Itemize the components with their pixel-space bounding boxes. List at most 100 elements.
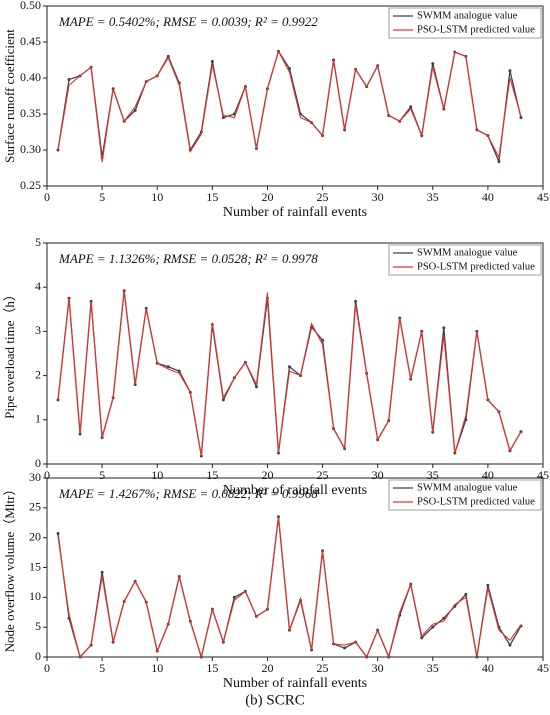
y-tick-label: 0 bbox=[35, 649, 41, 663]
y-tick-label: 2 bbox=[35, 367, 41, 381]
y-tick-label: 0.25 bbox=[20, 178, 41, 192]
legend-label: PSO-LSTM predicted value bbox=[417, 24, 535, 35]
x-tick-label: 40 bbox=[482, 661, 494, 675]
x-tick-label: 45 bbox=[537, 661, 549, 675]
y-tick-label: 1 bbox=[35, 412, 41, 426]
x-tick-label: 30 bbox=[372, 190, 384, 204]
series-line bbox=[57, 516, 522, 660]
legend-label: SWMM analogue value bbox=[417, 10, 518, 21]
x-tick-label: 15 bbox=[206, 661, 218, 675]
plot-frame bbox=[46, 5, 544, 187]
x-tick-label: 0 bbox=[44, 468, 50, 482]
y-tick-label: 4 bbox=[35, 279, 41, 293]
x-tick-label: 10 bbox=[151, 661, 163, 675]
x-tick-label: 35 bbox=[427, 190, 439, 204]
data-point bbox=[254, 385, 258, 389]
y-tick-label: 25 bbox=[29, 500, 41, 514]
x-tick-label: 30 bbox=[372, 468, 384, 482]
data-point bbox=[354, 299, 358, 303]
data-point bbox=[431, 62, 435, 66]
y-axis-label: Pipe overload time（h） bbox=[2, 288, 17, 419]
y-tick-label: 0.35 bbox=[20, 106, 41, 120]
data-point bbox=[464, 592, 468, 596]
annotation: MAPE = 1.4267%; RMSE = 0.0822; R² = 0.99… bbox=[58, 486, 318, 501]
data-point bbox=[508, 643, 512, 647]
legend-label: PSO-LSTM predicted value bbox=[417, 496, 535, 507]
y-tick-label: 5 bbox=[35, 619, 41, 633]
annotation: MAPE = 1.1326%; RMSE = 0.0528; R² = 0.99… bbox=[58, 251, 318, 266]
y-tick-label: 0.30 bbox=[20, 142, 41, 156]
data-point bbox=[133, 108, 137, 112]
x-axis-label: Number of rainfall events bbox=[223, 676, 367, 691]
x-tick-label: 25 bbox=[317, 190, 329, 204]
data-point bbox=[343, 646, 347, 650]
legend-box bbox=[388, 7, 542, 39]
x-tick-label: 30 bbox=[372, 661, 384, 675]
x-axis-label: Number of rainfall events bbox=[223, 483, 367, 498]
legend-label: SWMM analogue value bbox=[417, 482, 518, 493]
y-tick-label: 5 bbox=[35, 235, 41, 249]
y-tick-label: 0.50 bbox=[20, 0, 41, 12]
y-tick-label: 15 bbox=[29, 559, 41, 573]
x-tick-label: 10 bbox=[151, 190, 163, 204]
series-line bbox=[57, 49, 522, 163]
legend-label: SWMM analogue value bbox=[417, 247, 518, 258]
y-axis-label: Node overflow volume（Mltr） bbox=[2, 483, 17, 653]
y-tick-label: 0.40 bbox=[20, 70, 41, 84]
annotation: MAPE = 0.5402%; RMSE = 0.0039; R² = 0.99… bbox=[58, 14, 318, 29]
x-tick-label: 5 bbox=[99, 468, 105, 482]
data-point bbox=[221, 116, 225, 120]
y-tick-label: 10 bbox=[29, 589, 41, 603]
y-tick-label: 0 bbox=[35, 456, 41, 470]
data-point bbox=[486, 583, 490, 587]
data-point bbox=[431, 625, 435, 629]
caption: (b) SCRC bbox=[245, 692, 305, 708]
y-axis-label: Surface runoff coefficient bbox=[2, 29, 17, 163]
data-point bbox=[166, 365, 170, 369]
data-point bbox=[56, 531, 60, 535]
data-point bbox=[420, 636, 424, 640]
x-tick-label: 25 bbox=[317, 661, 329, 675]
x-tick-label: 0 bbox=[44, 661, 50, 675]
y-tick-label: 30 bbox=[29, 470, 41, 484]
x-tick-label: 20 bbox=[261, 468, 273, 482]
data-point bbox=[497, 160, 501, 164]
data-point bbox=[442, 326, 446, 330]
data-point bbox=[67, 77, 71, 81]
data-point bbox=[287, 365, 291, 369]
data-point bbox=[177, 369, 181, 373]
x-tick-label: 45 bbox=[537, 190, 549, 204]
x-tick-label: 40 bbox=[482, 190, 494, 204]
data-point bbox=[221, 398, 225, 402]
series-line bbox=[57, 290, 522, 457]
y-tick-label: 3 bbox=[35, 323, 41, 337]
x-tick-label: 10 bbox=[151, 468, 163, 482]
x-tick-label: 15 bbox=[206, 190, 218, 204]
legend-box bbox=[388, 479, 542, 511]
series-line bbox=[57, 516, 522, 660]
legend-label: PSO-LSTM predicted value bbox=[417, 261, 535, 272]
x-tick-label: 5 bbox=[99, 190, 105, 204]
data-point bbox=[409, 105, 413, 109]
data-point bbox=[442, 616, 446, 620]
x-tick-label: 5 bbox=[99, 661, 105, 675]
plot-frame bbox=[46, 242, 544, 465]
data-point bbox=[100, 570, 104, 574]
x-tick-label: 15 bbox=[206, 468, 218, 482]
data-point bbox=[519, 116, 523, 120]
x-tick-label: 20 bbox=[261, 190, 273, 204]
data-point bbox=[321, 338, 325, 342]
data-point bbox=[287, 67, 291, 71]
x-tick-label: 0 bbox=[44, 190, 50, 204]
legend-box bbox=[388, 244, 542, 276]
x-axis-label: Number of rainfall events bbox=[223, 205, 367, 220]
y-tick-label: 20 bbox=[29, 529, 41, 543]
x-tick-label: 25 bbox=[317, 468, 329, 482]
data-point bbox=[232, 595, 236, 599]
y-tick-label: 0.45 bbox=[20, 34, 41, 48]
x-tick-label: 35 bbox=[427, 661, 439, 675]
data-point bbox=[166, 54, 170, 58]
data-point bbox=[508, 69, 512, 73]
